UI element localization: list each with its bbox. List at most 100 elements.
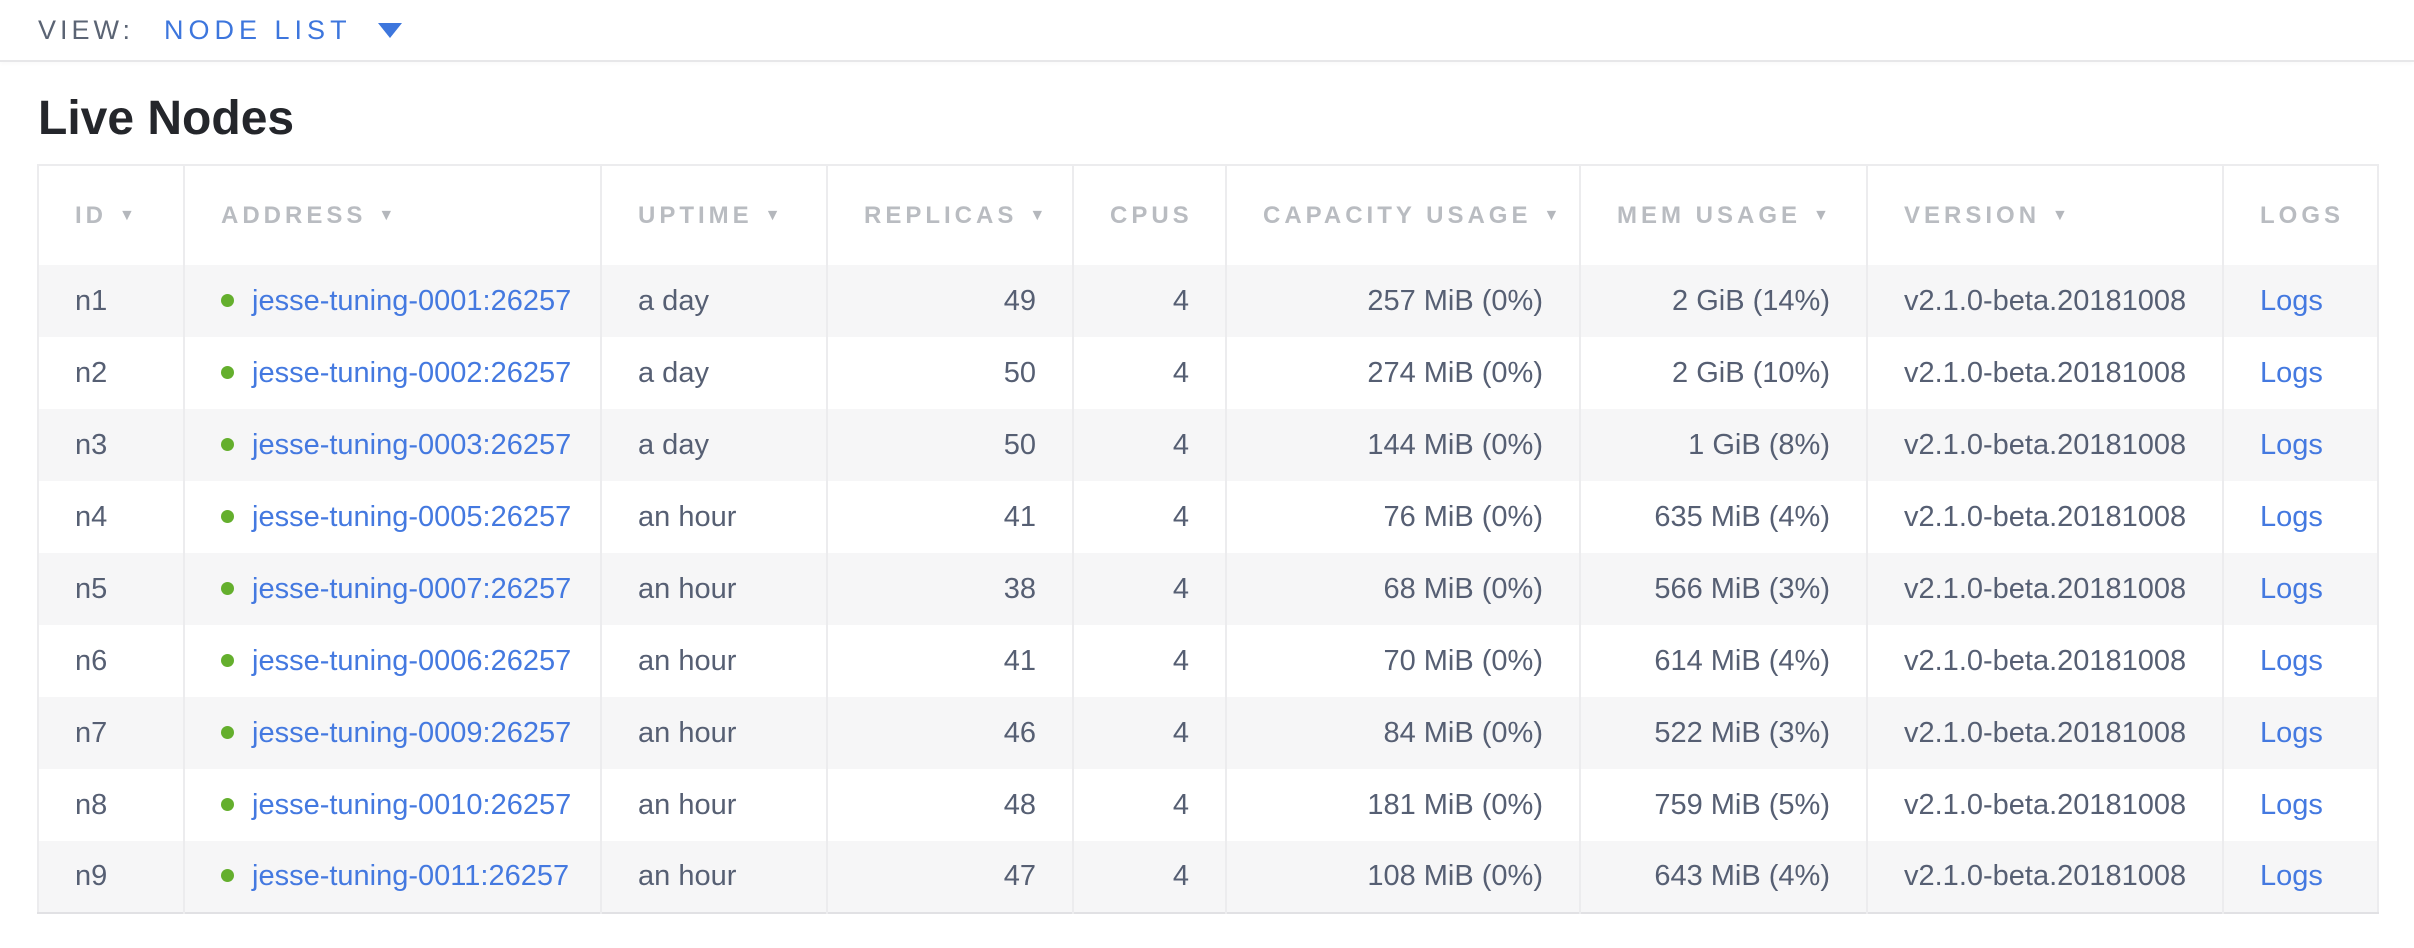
node-address-link[interactable]: jesse-tuning-0006:26257 [252, 644, 572, 677]
chevron-down-icon [377, 22, 402, 38]
node-logs-link[interactable]: Logs [2260, 500, 2323, 533]
cell-id: n6 [75, 644, 108, 677]
sort-desc-arrow-icon: ▼ [1029, 206, 1050, 224]
node-address-link[interactable]: jesse-tuning-0002:26257 [252, 356, 572, 389]
column-header-id[interactable]: ID ▼ [38, 165, 184, 265]
node-address-link[interactable]: jesse-tuning-0007:26257 [252, 572, 572, 605]
view-label: VIEW: [38, 14, 135, 45]
cell-version: v2.1.0-beta.20181008 [1866, 625, 2223, 697]
column-header-label: MEM USAGE [1617, 201, 1802, 229]
cell-cpus: 4 [1072, 265, 1226, 337]
node-logs-link[interactable]: Logs [2260, 572, 2323, 605]
node-row-n2: n2 jesse-tuning-0002:26257 a day 50 4 274 MiB… [38, 337, 2378, 409]
node-logs-link[interactable]: Logs [2260, 428, 2323, 461]
cell-capacity: 274 MiB (0%) [1225, 337, 1580, 409]
cell-logs: Logs [2222, 769, 2378, 841]
node-address-link[interactable]: jesse-tuning-0010:26257 [252, 788, 572, 821]
cell-logs: Logs [2222, 409, 2378, 481]
node-address-link[interactable]: jesse-tuning-0005:26257 [252, 500, 572, 533]
column-header-label: ADDRESS [221, 201, 367, 229]
sort-desc-arrow-icon: ▼ [1813, 206, 1833, 224]
cell-capacity: 84 MiB (0%) [1225, 697, 1580, 769]
cell-capacity: 70 MiB (0%) [1225, 625, 1580, 697]
cell-id: n8 [75, 788, 108, 821]
cell-mem: 2 GiB (10%) [1579, 337, 1867, 409]
column-header-replicas[interactable]: REPLICAS ▼ [826, 165, 1073, 265]
column-header-mem[interactable]: MEM USAGE ▼ [1579, 165, 1867, 265]
node-address-link[interactable]: jesse-tuning-0011:26257 [252, 860, 570, 892]
cell-logs: Logs [2222, 625, 2378, 697]
sort-desc-arrow-icon: ▼ [119, 206, 139, 224]
column-header-label: CAPACITY USAGE [1263, 201, 1532, 229]
view-dropdown[interactable]: NODE LIST [164, 15, 402, 46]
column-header-address[interactable]: ADDRESS ▼ [183, 165, 601, 265]
column-header-logs: LOGS [2222, 165, 2378, 265]
cell-capacity: 68 MiB (0%) [1225, 553, 1580, 625]
cell-capacity: 76 MiB (0%) [1225, 481, 1580, 553]
cell-mem: 522 MiB (3%) [1579, 697, 1867, 769]
cell-logs: Logs [2222, 337, 2378, 409]
cell-id: n5 [75, 572, 108, 605]
node-address-link[interactable]: jesse-tuning-0009:26257 [252, 716, 572, 749]
cell-replicas: 41 [826, 481, 1073, 553]
bottom-shadow [430, 918, 2010, 948]
page-title: Live Nodes [38, 92, 295, 145]
cell-address: jesse-tuning-0006:26257 [183, 625, 601, 697]
cell-address: jesse-tuning-0002:26257 [183, 337, 601, 409]
cell-capacity: 257 MiB (0%) [1225, 265, 1580, 337]
node-logs-link[interactable]: Logs [2260, 716, 2323, 749]
cell-uptime: an hour [600, 769, 827, 841]
column-header-label: VERSION [1904, 201, 2041, 229]
cell-replicas: 41 [826, 625, 1073, 697]
cell-id: n1 [75, 284, 108, 317]
node-healthy-dot-icon [221, 365, 234, 379]
column-header-uptime[interactable]: UPTIME ▼ [600, 165, 827, 265]
cell-version: v2.1.0-beta.20181008 [1866, 337, 2223, 409]
cell-address: jesse-tuning-0001:26257 [183, 265, 601, 337]
node-healthy-dot-icon [221, 797, 234, 811]
cell-cpus: 4 [1072, 337, 1226, 409]
node-address-link[interactable]: jesse-tuning-0003:26257 [252, 428, 572, 461]
cell-version: v2.1.0-beta.20181008 [1866, 697, 2223, 769]
column-header-version[interactable]: VERSION ▼ [1866, 165, 2223, 265]
cell-capacity: 108 MiB (0%) [1225, 841, 1580, 913]
sort-desc-arrow-icon: ▼ [378, 206, 399, 224]
cell-logs: Logs [2222, 697, 2378, 769]
node-address-link[interactable]: jesse-tuning-0001:26257 [252, 284, 572, 317]
cell-cpus: 4 [1072, 697, 1226, 769]
cell-id: n9 [75, 860, 108, 892]
view-dropdown-value: NODE LIST [164, 14, 352, 45]
cell-capacity: 181 MiB (0%) [1225, 769, 1580, 841]
column-header-label: UPTIME [638, 201, 753, 229]
cell-mem: 635 MiB (4%) [1579, 481, 1867, 553]
cell-id: n7 [75, 716, 108, 749]
node-row-n5: n5 jesse-tuning-0007:26257 an hour 38 4 68 Mi… [38, 553, 2378, 625]
column-header-capacity[interactable]: CAPACITY USAGE ▼ [1225, 165, 1580, 265]
node-logs-link[interactable]: Logs [2260, 356, 2323, 389]
cell-mem: 759 MiB (5%) [1579, 769, 1867, 841]
cell-logs: Logs [2222, 265, 2378, 337]
node-row-n3: n3 jesse-tuning-0003:26257 a day 50 4 144 MiB… [38, 409, 2378, 481]
cell-mem: 643 MiB (4%) [1579, 841, 1867, 913]
cell-mem: 614 MiB (4%) [1579, 625, 1867, 697]
cell-uptime: a day [600, 265, 827, 337]
node-logs-link[interactable]: Logs [2260, 788, 2323, 821]
cell-id: n3 [75, 428, 108, 461]
node-logs-link[interactable]: Logs [2260, 860, 2323, 892]
cell-uptime: an hour [600, 553, 827, 625]
cell-mem: 1 GiB (8%) [1579, 409, 1867, 481]
node-healthy-dot-icon [221, 293, 234, 307]
column-header-label: CPUS [1110, 201, 1193, 229]
table-body: n1 jesse-tuning-0001:26257 a day 49 4 257 MiB… [38, 265, 2378, 913]
node-healthy-dot-icon [221, 509, 234, 523]
node-logs-link[interactable]: Logs [2260, 644, 2323, 677]
node-logs-link[interactable]: Logs [2260, 284, 2323, 317]
cell-version: v2.1.0-beta.20181008 [1866, 265, 2223, 337]
node-row-n6: n6 jesse-tuning-0006:26257 an hour 41 4 70 Mi… [38, 625, 2378, 697]
cell-uptime: an hour [600, 697, 827, 769]
cell-replicas: 46 [826, 697, 1073, 769]
cell-uptime: a day [600, 337, 827, 409]
cell-logs: Logs [2222, 841, 2378, 913]
cell-cpus: 4 [1072, 841, 1226, 913]
table-header-row: ID ▼ ADDRESS ▼ UPTIME ▼ REPLICAS ▼ CPUS CAPACITY … [38, 165, 2378, 265]
